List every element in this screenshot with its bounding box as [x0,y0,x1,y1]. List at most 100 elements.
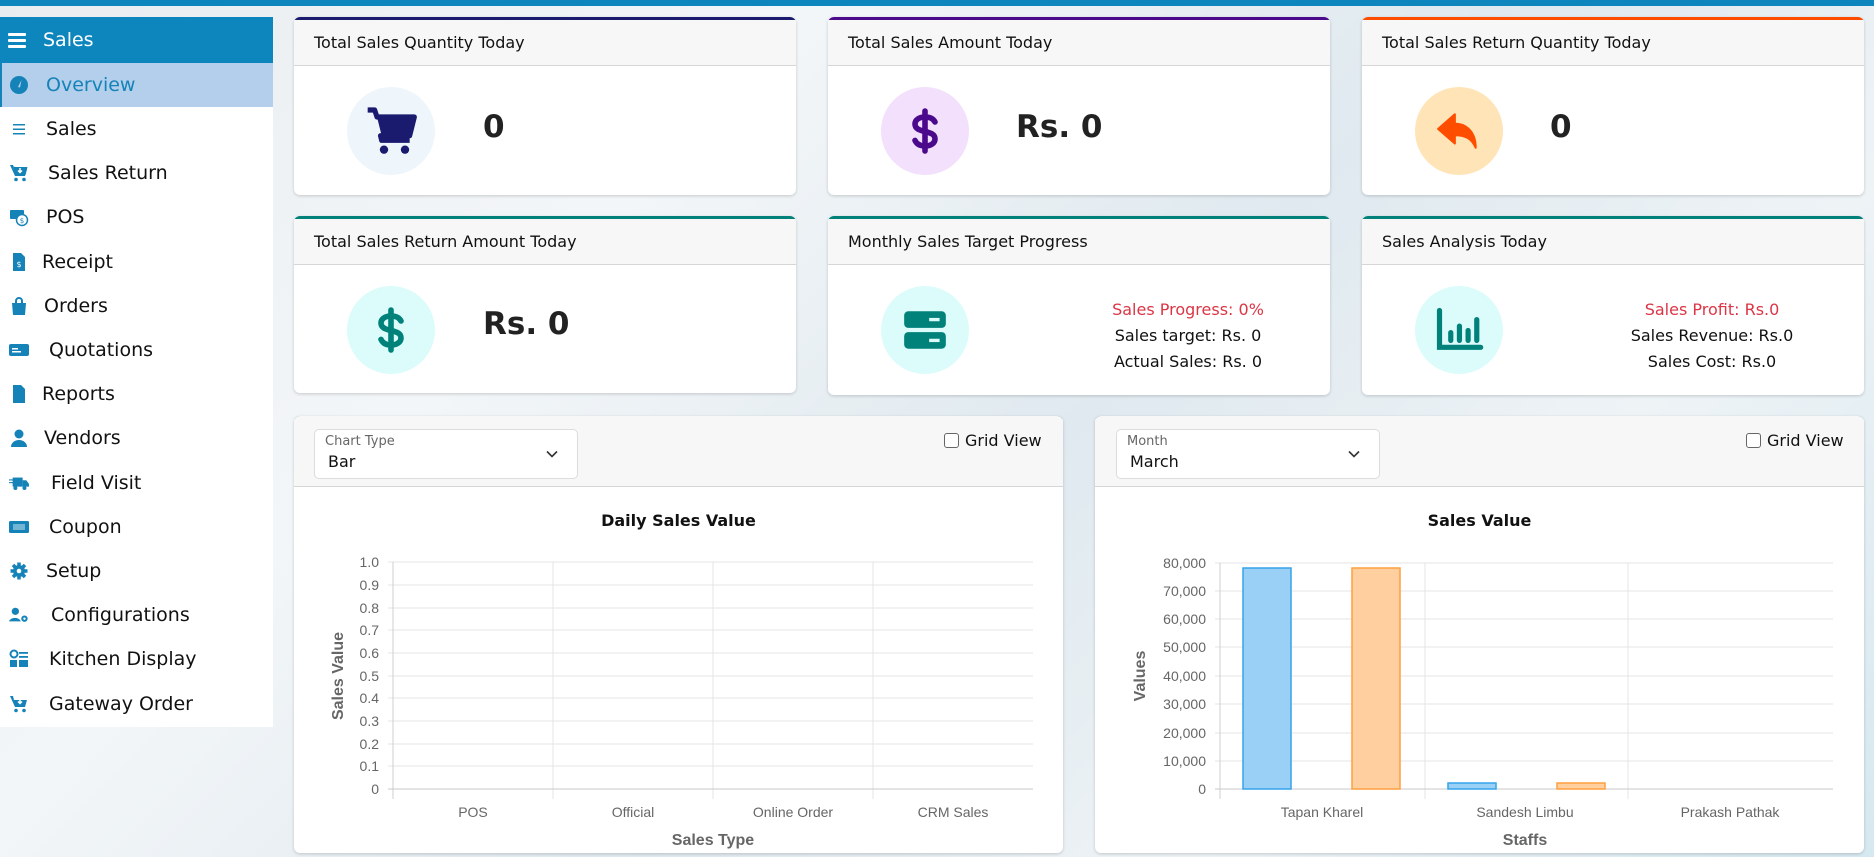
staff-sales-chart: 80,000 70,000 60,000 50,000 40,000 30,000 20… [1132,555,1833,849]
chevron-down-icon [546,450,558,458]
svg-text:Tapan Kharel: Tapan Kharel [1281,804,1364,820]
svg-text:50,000: 50,000 [1163,639,1206,655]
sidebar-header[interactable]: Sales [0,17,273,63]
bar-chart-icon [1415,286,1503,374]
sidebar-item-setup[interactable]: Setup [0,549,273,593]
sidebar-item-label: Configurations [51,604,190,627]
svg-text:1.0: 1.0 [360,554,380,570]
grid-view-label: Grid View [1767,431,1844,450]
card-sales-analysis-today: Sales Analysis Today Sales Profit: Rs.0 … [1362,216,1864,395]
svg-text:60,000: 60,000 [1163,611,1206,627]
grid-view-toggle[interactable]: Grid View [1746,431,1844,450]
svg-text:Online Order: Online Order [753,804,833,820]
svg-text:CRM Sales: CRM Sales [918,804,989,820]
sales-profit: Sales Profit: Rs.0 [1644,300,1780,319]
sidebar-item-sales[interactable]: Sales [0,107,273,151]
ticket-icon [8,516,30,538]
reply-icon [1415,87,1503,175]
sidebar-item-coupon[interactable]: Coupon [0,505,273,549]
card-accent [294,17,796,20]
dollar-icon [881,87,969,175]
sidebar-item-gateway-order[interactable]: Gateway Order [0,681,273,725]
sidebar-item-configurations[interactable]: Configurations [0,593,273,637]
sidebar-item-label: Kitchen Display [49,648,197,671]
card-accent [1362,17,1864,20]
sidebar-item-reports[interactable]: Reports [0,372,273,416]
server-icon [881,286,969,374]
chart-type-select[interactable]: Chart Type Bar [314,429,578,479]
card-accent [1362,216,1864,219]
month-select[interactable]: Month March [1116,429,1380,479]
card-accent [828,216,1330,219]
sidebar-item-orders[interactable]: Orders [0,284,273,328]
sidebar-item-label: Gateway Order [49,692,193,715]
sidebar-item-receipt[interactable]: $ Receipt [0,240,273,284]
svg-text:70,000: 70,000 [1163,583,1206,599]
actual-sales: Actual Sales: Rs. 0 [1113,352,1263,371]
sidebar-item-label: Quotations [49,339,154,362]
svg-text:Staffs: Staffs [1503,832,1548,849]
card-accent [828,17,1330,20]
hamburger-menu-icon[interactable] [8,32,26,48]
card-title: Monthly Sales Target Progress [828,216,1330,265]
svg-text:0.2: 0.2 [360,736,380,752]
select-value: Bar [328,452,356,471]
sidebar-item-label: Field Visit [51,471,142,494]
chart-title: Daily Sales Value [601,511,756,530]
sidebar-title: Sales [43,29,94,51]
svg-text:0.9: 0.9 [360,577,380,593]
sidebar-item-quotations[interactable]: Quotations [0,328,273,372]
svg-text:40,000: 40,000 [1163,668,1206,684]
sidebar-item-kitchen-display[interactable]: Kitchen Display [0,637,273,681]
svg-text:Values: Values [1132,651,1149,702]
svg-text:0.1: 0.1 [360,758,380,774]
card-total-sales-amount: Total Sales Amount Today Rs. 0 [828,17,1330,195]
card-total-sales-quantity: Total Sales Quantity Today 0 [294,17,796,195]
sales-progress: Sales Progress: 0% [1112,300,1264,319]
svg-text:0: 0 [1198,781,1206,797]
sidebar-item-pos[interactable]: $ POS [0,195,273,239]
sidebar-item-sales-return[interactable]: Sales Return [0,151,273,195]
svg-text:0.8: 0.8 [360,600,380,616]
sidebar-item-label: Coupon [49,515,122,538]
grid-view-checkbox[interactable] [1746,433,1761,448]
svg-text:0.5: 0.5 [360,668,380,684]
staff-sales-panel: Month March Grid View Sales Value [1095,416,1864,853]
grid-view-label: Grid View [965,431,1042,450]
stat-value: Rs. 0 [483,306,570,342]
svg-text:Sales Type: Sales Type [672,832,755,849]
receipt-icon: $ [8,251,30,273]
kitchen-icon [8,648,30,670]
sidebar-item-label: Receipt [42,250,113,273]
sidebar-item-label: Sales [46,118,97,141]
card-total-sales-return-amount: Total Sales Return Amount Today Rs. 0 [294,216,796,393]
grid-view-toggle[interactable]: Grid View [944,431,1042,450]
sales-revenue: Sales Revenue: Rs.0 [1630,326,1794,345]
sidebar-item-field-visit[interactable]: Field Visit [0,461,273,505]
sidebar-item-label: Reports [42,383,115,406]
svg-text:Official: Official [612,804,655,820]
id-card-icon [8,339,30,361]
svg-text:20,000: 20,000 [1163,725,1206,741]
svg-text:0: 0 [371,781,379,797]
svg-text:30,000: 30,000 [1163,696,1206,712]
card-total-sales-return-quantity: Total Sales Return Quantity Today 0 [1362,17,1864,195]
grid-view-checkbox[interactable] [944,433,959,448]
svg-text:10,000: 10,000 [1163,753,1206,769]
svg-text:$: $ [16,260,21,269]
stat-value: 0 [483,109,505,145]
sidebar-item-overview[interactable]: Overview [0,63,273,107]
svg-text:POS: POS [458,804,488,820]
top-accent-bar [0,0,1874,6]
chevron-down-icon [1348,450,1360,458]
svg-text:0.3: 0.3 [360,713,380,729]
sidebar-item-vendors[interactable]: Vendors [0,416,273,460]
cart-download-icon [8,693,30,715]
card-title: Total Sales Quantity Today [294,17,796,66]
card-monthly-sales-target: Monthly Sales Target Progress Sales Prog… [828,216,1330,395]
svg-text:Sales Value: Sales Value [330,632,347,720]
gear-icon [8,560,30,582]
svg-text:0.6: 0.6 [360,645,380,661]
card-title: Total Sales Amount Today [828,17,1330,66]
svg-text:Prakash Pathak: Prakash Pathak [1681,804,1781,820]
